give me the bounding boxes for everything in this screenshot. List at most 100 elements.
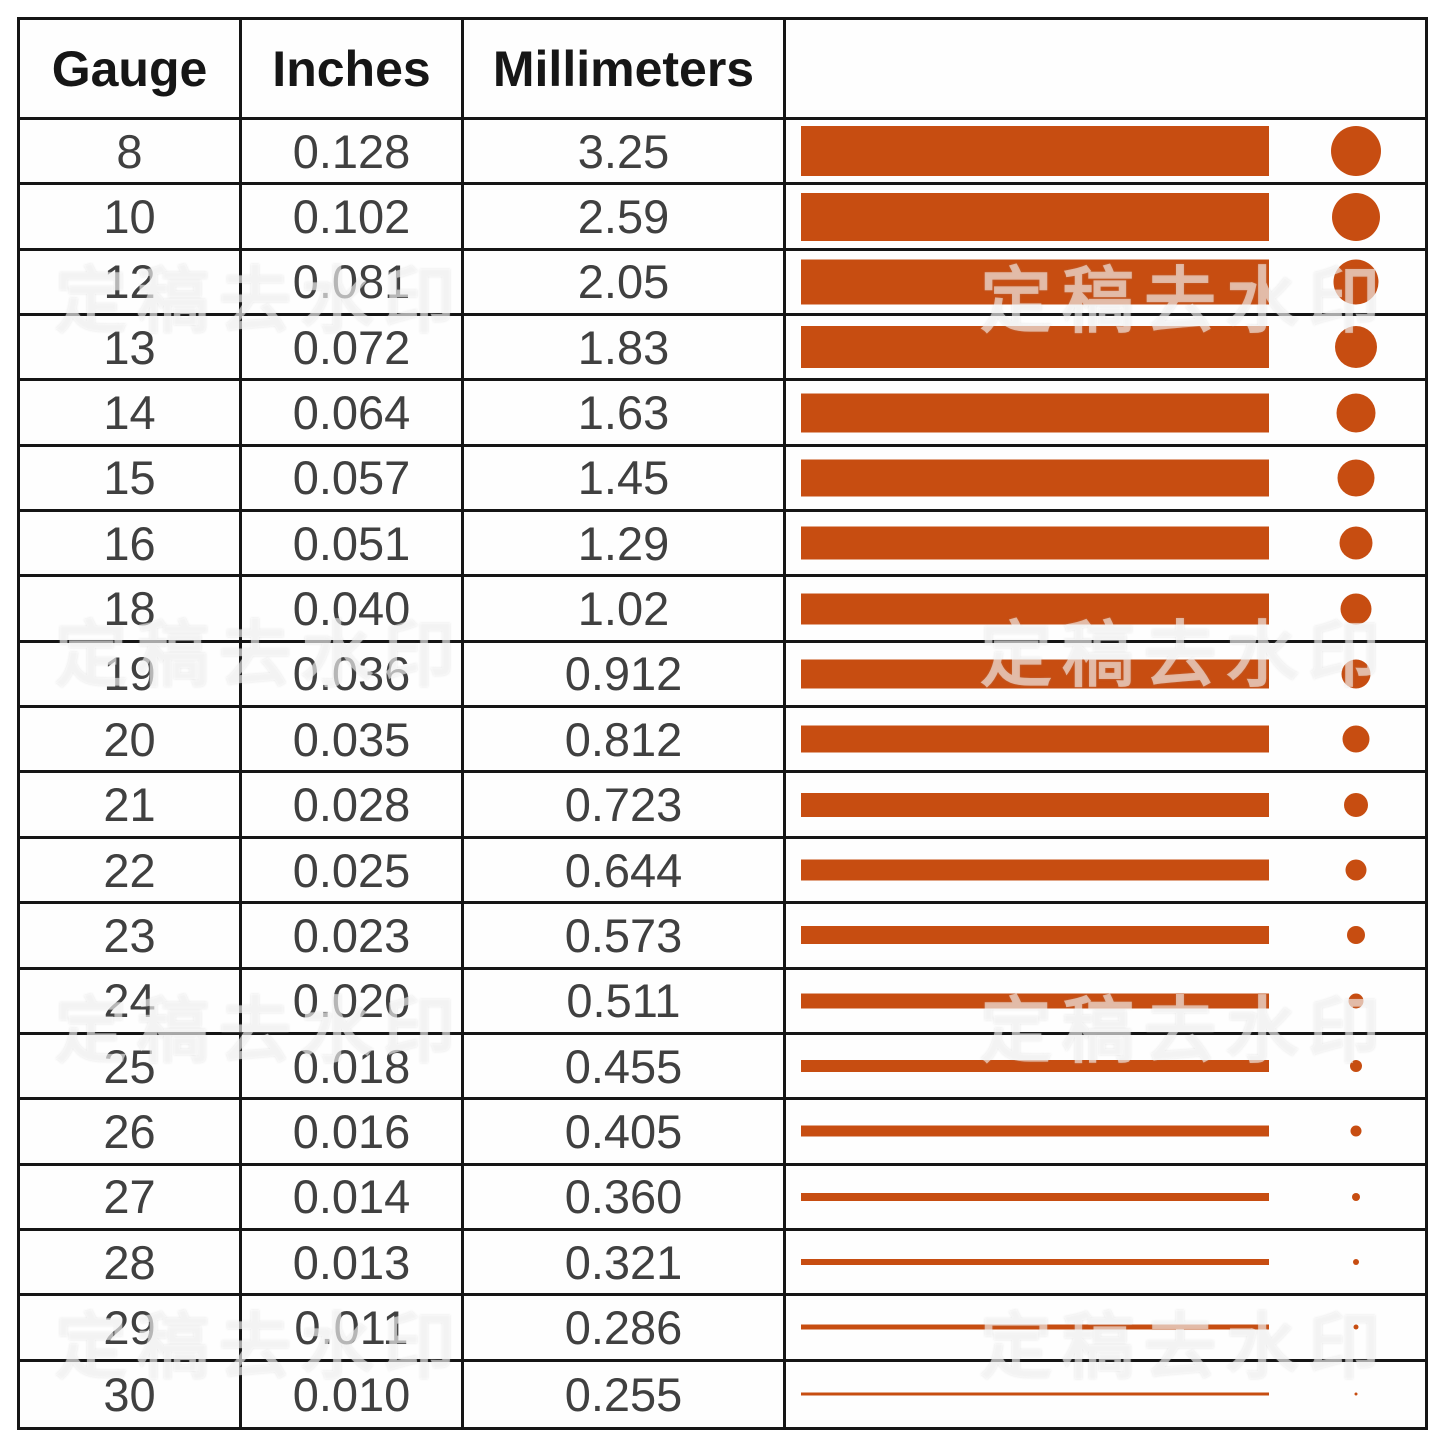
- wire-thickness-bar: [801, 326, 1269, 369]
- wire-cross-section-dot: [1340, 593, 1372, 625]
- wire-thickness-bar: [801, 1125, 1269, 1137]
- wire-cross-section-dot: [1339, 526, 1373, 560]
- millimeters-value: 1.45: [464, 446, 786, 513]
- millimeters-value: 0.455: [464, 1034, 786, 1101]
- inches-value: 0.020: [242, 969, 464, 1035]
- gauge-value: 28: [20, 1230, 242, 1297]
- wire-visual-cell: [786, 512, 1425, 578]
- wire-visual-cell: [786, 251, 1425, 317]
- gauge-value: 29: [20, 1296, 242, 1362]
- wire-visual-cell: [786, 577, 1425, 643]
- wire-cross-section-dot: [1336, 393, 1376, 433]
- wire-thickness-bar: [801, 1192, 1269, 1201]
- wire-thickness-bar: [801, 659, 1269, 689]
- inches-value: 0.051: [242, 512, 464, 578]
- wire-thickness-bar: [801, 993, 1269, 1009]
- wire-visual-cell: [786, 381, 1425, 447]
- wire-thickness-bar: [801, 926, 1269, 945]
- gauge-value: 14: [20, 381, 242, 447]
- millimeters-value: 1.83: [464, 316, 786, 382]
- gauge-value: 27: [20, 1165, 242, 1231]
- inches-value: 0.035: [242, 708, 464, 774]
- wire-cross-section-dot: [1335, 326, 1377, 369]
- millimeters-value: 0.644: [464, 838, 786, 905]
- millimeters-value: 3.25: [464, 120, 786, 186]
- wire-thickness-bar: [801, 1324, 1269, 1330]
- inches-value: 0.016: [242, 1100, 464, 1166]
- wire-thickness-bar: [801, 593, 1269, 625]
- wire-visual-cell: [786, 970, 1425, 1035]
- wire-thickness-bar: [801, 126, 1269, 177]
- gauge-value: 20: [20, 708, 242, 774]
- wire-cross-section-dot: [1353, 1259, 1359, 1266]
- wire-cross-section-dot: [1333, 259, 1379, 305]
- column-header-millimeters: Millimeters: [464, 20, 786, 120]
- wire-cross-section-dot: [1347, 926, 1365, 945]
- inches-value: 0.128: [242, 120, 464, 186]
- gauge-value: 23: [20, 904, 242, 970]
- wire-visual-cell: [786, 1166, 1425, 1231]
- column-header-gauge: Gauge: [20, 20, 242, 120]
- wire-cross-section-dot: [1354, 1392, 1358, 1396]
- gauge-value: 26: [20, 1100, 242, 1166]
- gauge-value: 10: [20, 185, 242, 251]
- inches-value: 0.036: [242, 642, 464, 709]
- millimeters-value: 0.573: [464, 904, 786, 970]
- gauge-value: 16: [20, 512, 242, 578]
- wire-cross-section-dot: [1352, 1192, 1360, 1201]
- millimeters-value: 0.360: [464, 1165, 786, 1231]
- wire-cross-section-dot: [1350, 1125, 1362, 1137]
- wire-visual-cell: [786, 1231, 1425, 1297]
- inches-value: 0.010: [242, 1361, 464, 1427]
- wire-visual-cell: [786, 708, 1425, 774]
- wire-visual-cell: [786, 643, 1425, 709]
- inches-value: 0.014: [242, 1165, 464, 1231]
- gauge-value: 12: [20, 250, 242, 317]
- wire-visual-cell: [786, 1035, 1425, 1101]
- wire-visual-cell: [786, 120, 1425, 186]
- millimeters-value: 1.63: [464, 381, 786, 447]
- gauge-value: 8: [20, 120, 242, 186]
- gauge-value: 24: [20, 969, 242, 1035]
- gauge-value: 21: [20, 773, 242, 839]
- wire-visual-cell: [786, 1100, 1425, 1166]
- inches-value: 0.102: [242, 185, 464, 251]
- wire-gauge-table: Gauge Inches Millimeters 8 0.128 3.25 10…: [17, 17, 1428, 1430]
- millimeters-value: 2.59: [464, 185, 786, 251]
- wire-visual-cell: [786, 316, 1425, 382]
- inches-value: 0.057: [242, 446, 464, 513]
- wire-thickness-bar: [801, 259, 1269, 305]
- wire-cross-section-dot: [1348, 993, 1364, 1009]
- gauge-value: 22: [20, 838, 242, 905]
- gauge-value: 18: [20, 577, 242, 643]
- wire-thickness-bar: [801, 459, 1269, 497]
- millimeters-value: 0.723: [464, 773, 786, 839]
- gauge-value: 15: [20, 446, 242, 513]
- millimeters-value: 0.511: [464, 969, 786, 1035]
- wire-cross-section-dot: [1350, 1060, 1362, 1073]
- millimeters-value: 1.29: [464, 512, 786, 578]
- millimeters-value: 0.255: [464, 1361, 786, 1427]
- wire-cross-section-dot: [1353, 1324, 1359, 1330]
- wire-cross-section-dot: [1332, 192, 1380, 241]
- inches-value: 0.013: [242, 1230, 464, 1297]
- wire-cross-section-dot: [1345, 859, 1367, 881]
- wire-visual-cell: [786, 185, 1425, 251]
- wire-cross-section-dot: [1341, 659, 1371, 689]
- millimeters-value: 2.05: [464, 250, 786, 317]
- wire-cross-section-dot: [1342, 725, 1370, 753]
- inches-value: 0.011: [242, 1296, 464, 1362]
- millimeters-value: 1.02: [464, 577, 786, 643]
- inches-value: 0.072: [242, 316, 464, 382]
- wire-visual-cell: [786, 447, 1425, 513]
- wire-thickness-bar: [801, 526, 1269, 560]
- inches-value: 0.028: [242, 773, 464, 839]
- wire-visual-cell: [786, 904, 1425, 970]
- wire-thickness-bar: [801, 1259, 1269, 1266]
- inches-value: 0.064: [242, 381, 464, 447]
- wire-thickness-bar: [801, 1060, 1269, 1073]
- inches-value: 0.023: [242, 904, 464, 970]
- millimeters-value: 0.405: [464, 1100, 786, 1166]
- gauge-value: 25: [20, 1034, 242, 1101]
- millimeters-value: 0.812: [464, 708, 786, 774]
